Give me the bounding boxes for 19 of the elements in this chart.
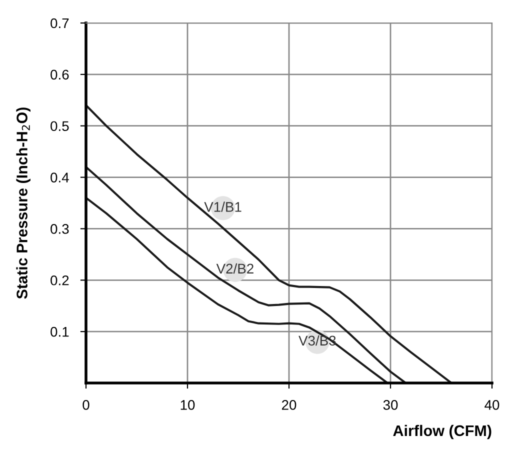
x-tick-label: 10 xyxy=(180,400,195,410)
line-series xyxy=(86,196,388,383)
x-axis-title: Airflow (CFM) xyxy=(393,424,492,440)
line-series xyxy=(86,166,407,383)
y-tick-label: 0.3 xyxy=(50,224,69,234)
annotation: V2/B2 xyxy=(216,263,254,274)
y-tick-label: 0.1 xyxy=(50,326,69,337)
x-tick-label: 0 xyxy=(82,400,90,410)
y-tick-label: 0.6 xyxy=(50,70,69,80)
x-tick-label: 30 xyxy=(383,400,398,410)
y-axis-title: Static Pressure (Inch-H$_{2}$O) xyxy=(16,108,30,299)
x-tick-label: 20 xyxy=(282,400,296,410)
y-tick-label: 0.7 xyxy=(50,18,69,28)
y-tick-label: 0.4 xyxy=(50,172,69,182)
y-tick-label: 0.5 xyxy=(50,121,69,132)
line-series xyxy=(86,104,452,383)
x-tick-label: 40 xyxy=(484,400,500,410)
y-tick-label: 0.2 xyxy=(50,275,69,286)
annotation: V1/B1 xyxy=(204,202,242,212)
